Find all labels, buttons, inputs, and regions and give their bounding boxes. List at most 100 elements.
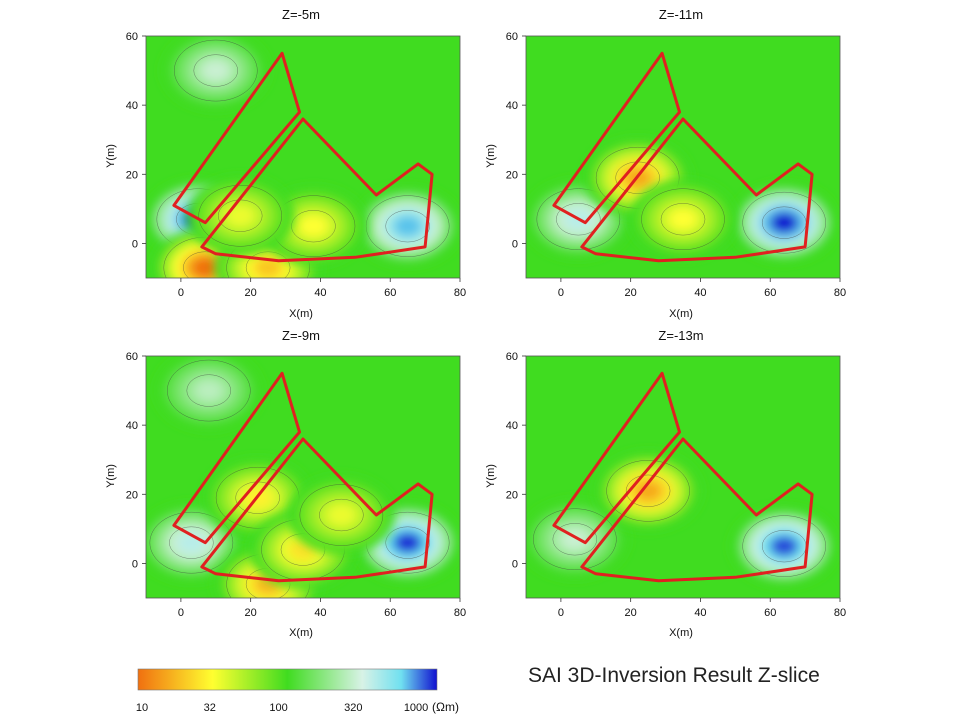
panel-title: Z=-11m	[659, 7, 703, 22]
x-tick-label: 60	[384, 607, 396, 619]
contour-line	[385, 526, 430, 559]
low-resistivity-anomaly	[629, 179, 737, 259]
figure-title: SAI 3D-Inversion Result Z-slice	[528, 664, 820, 687]
x-tick-label: 0	[558, 607, 564, 619]
plot-frame	[145, 35, 461, 279]
plot-frame	[525, 355, 841, 599]
survey-outline-polygon-a	[172, 371, 301, 545]
y-tick-label: 20	[126, 169, 138, 181]
anomaly-ring	[634, 480, 663, 502]
plot-frame	[145, 355, 461, 599]
panel-z-minus-5m: Z=-5m X(m) Y(m) 0 20 40 60 80 0 20 40 60	[105, 7, 466, 320]
anomaly-ring	[254, 257, 283, 278]
panel-title: Z=-9m	[282, 328, 320, 343]
anomaly-ring	[299, 215, 328, 237]
y-tick-label: 0	[512, 238, 518, 250]
anomaly-ring	[226, 205, 255, 227]
contour-line	[193, 54, 239, 87]
x-tick-label: 0	[178, 607, 184, 619]
y-tick-label: 40	[126, 420, 138, 432]
x-tick-label: 40	[314, 607, 326, 619]
x-tick-label: 80	[454, 287, 466, 299]
contour-line	[167, 359, 251, 422]
survey-outline-polygon-b	[580, 117, 814, 263]
contour-line	[742, 191, 826, 254]
colorbar-tick-label: 100	[269, 702, 287, 714]
y-tick-label: 60	[506, 31, 518, 43]
y-tick-label: 20	[506, 489, 518, 501]
colorbar-tick-label: 32	[204, 702, 216, 714]
anomaly-ring	[201, 60, 230, 81]
colorbar-unit: (Ωm)	[432, 700, 459, 714]
high-resistivity-anomaly	[162, 36, 270, 111]
x-tick-label: 80	[454, 607, 466, 619]
contour-line	[198, 184, 282, 247]
panel-z-minus-9m: Z=-9m X(m) Y(m) 0 20 40 60 80 0 20 40 60	[105, 328, 466, 639]
anomaly-ring	[327, 504, 356, 526]
colorbar-tick-label: 1000	[404, 702, 428, 714]
contour-line	[385, 210, 430, 243]
anomaly-ring	[393, 215, 422, 237]
x-axis-label: X(m)	[669, 308, 693, 320]
y-tick-label: 0	[132, 238, 138, 250]
y-tick-label: 60	[126, 351, 138, 363]
contour-line	[641, 188, 725, 251]
x-tick-label: 20	[245, 287, 257, 299]
y-tick-label: 40	[126, 100, 138, 112]
y-tick-label: 60	[506, 351, 518, 363]
contour-line	[536, 188, 621, 251]
y-tick-label: 20	[126, 489, 138, 501]
y-axis-label: Y(m)	[105, 464, 117, 488]
x-tick-label: 80	[834, 607, 846, 619]
contour-line	[552, 523, 598, 556]
colorbar-tick-label: 320	[344, 702, 362, 714]
colorbar: 10 32 100 320 1000	[136, 668, 438, 714]
contour-line	[625, 474, 671, 507]
contour-line	[149, 511, 234, 574]
survey-outline-polygon-b	[580, 437, 814, 583]
x-tick-label: 40	[314, 287, 326, 299]
resistivity-map	[526, 356, 840, 598]
low-resistivity-anomaly	[288, 475, 395, 555]
panel-z-minus-13m: Z=-13m X(m) Y(m) 0 20 40 60 80 0 20 40 60	[485, 328, 846, 639]
anomaly-ring	[194, 380, 223, 401]
survey-outline-polygon-a	[552, 51, 681, 225]
survey-outline-polygon-a	[172, 51, 301, 225]
panel-title: Z=-5m	[282, 7, 320, 22]
x-tick-label: 20	[625, 607, 637, 619]
x-tick-label: 80	[834, 287, 846, 299]
y-tick-label: 40	[506, 420, 518, 432]
x-tick-label: 20	[245, 607, 257, 619]
plot-frame	[525, 35, 841, 279]
x-axis-label: X(m)	[669, 627, 693, 639]
survey-outline-polygon-b	[200, 117, 434, 263]
low-resistivity-anomaly	[594, 451, 702, 531]
y-tick-label: 20	[506, 169, 518, 181]
anomaly-ring	[668, 208, 698, 230]
anomaly-ring	[770, 212, 799, 234]
contour-line	[299, 484, 384, 546]
resistivity-map	[146, 36, 460, 278]
colorbar-tick-label: 10	[136, 702, 148, 714]
contour-line	[245, 251, 291, 278]
x-tick-label: 40	[694, 607, 706, 619]
y-tick-label: 40	[506, 100, 518, 112]
high-resistivity-anomaly	[730, 506, 838, 586]
low-resistivity-anomaly	[186, 176, 294, 256]
x-axis-label: X(m)	[289, 308, 313, 320]
y-tick-label: 0	[512, 558, 518, 570]
x-tick-label: 60	[384, 287, 396, 299]
y-axis-label: Y(m)	[105, 144, 117, 168]
y-tick-label: 0	[132, 558, 138, 570]
x-tick-label: 60	[764, 287, 776, 299]
contour-line	[556, 203, 601, 236]
anomaly-ring	[770, 535, 799, 557]
contour-line	[660, 203, 706, 236]
x-tick-label: 0	[558, 287, 564, 299]
contour-line	[169, 526, 214, 559]
anomaly-ring	[191, 257, 220, 278]
panel-z-minus-11m: Z=-11m X(m) Y(m) 0 20 40 60 80 0 20 40 60	[485, 7, 846, 320]
resistivity-map	[526, 36, 840, 278]
x-tick-label: 40	[694, 287, 706, 299]
